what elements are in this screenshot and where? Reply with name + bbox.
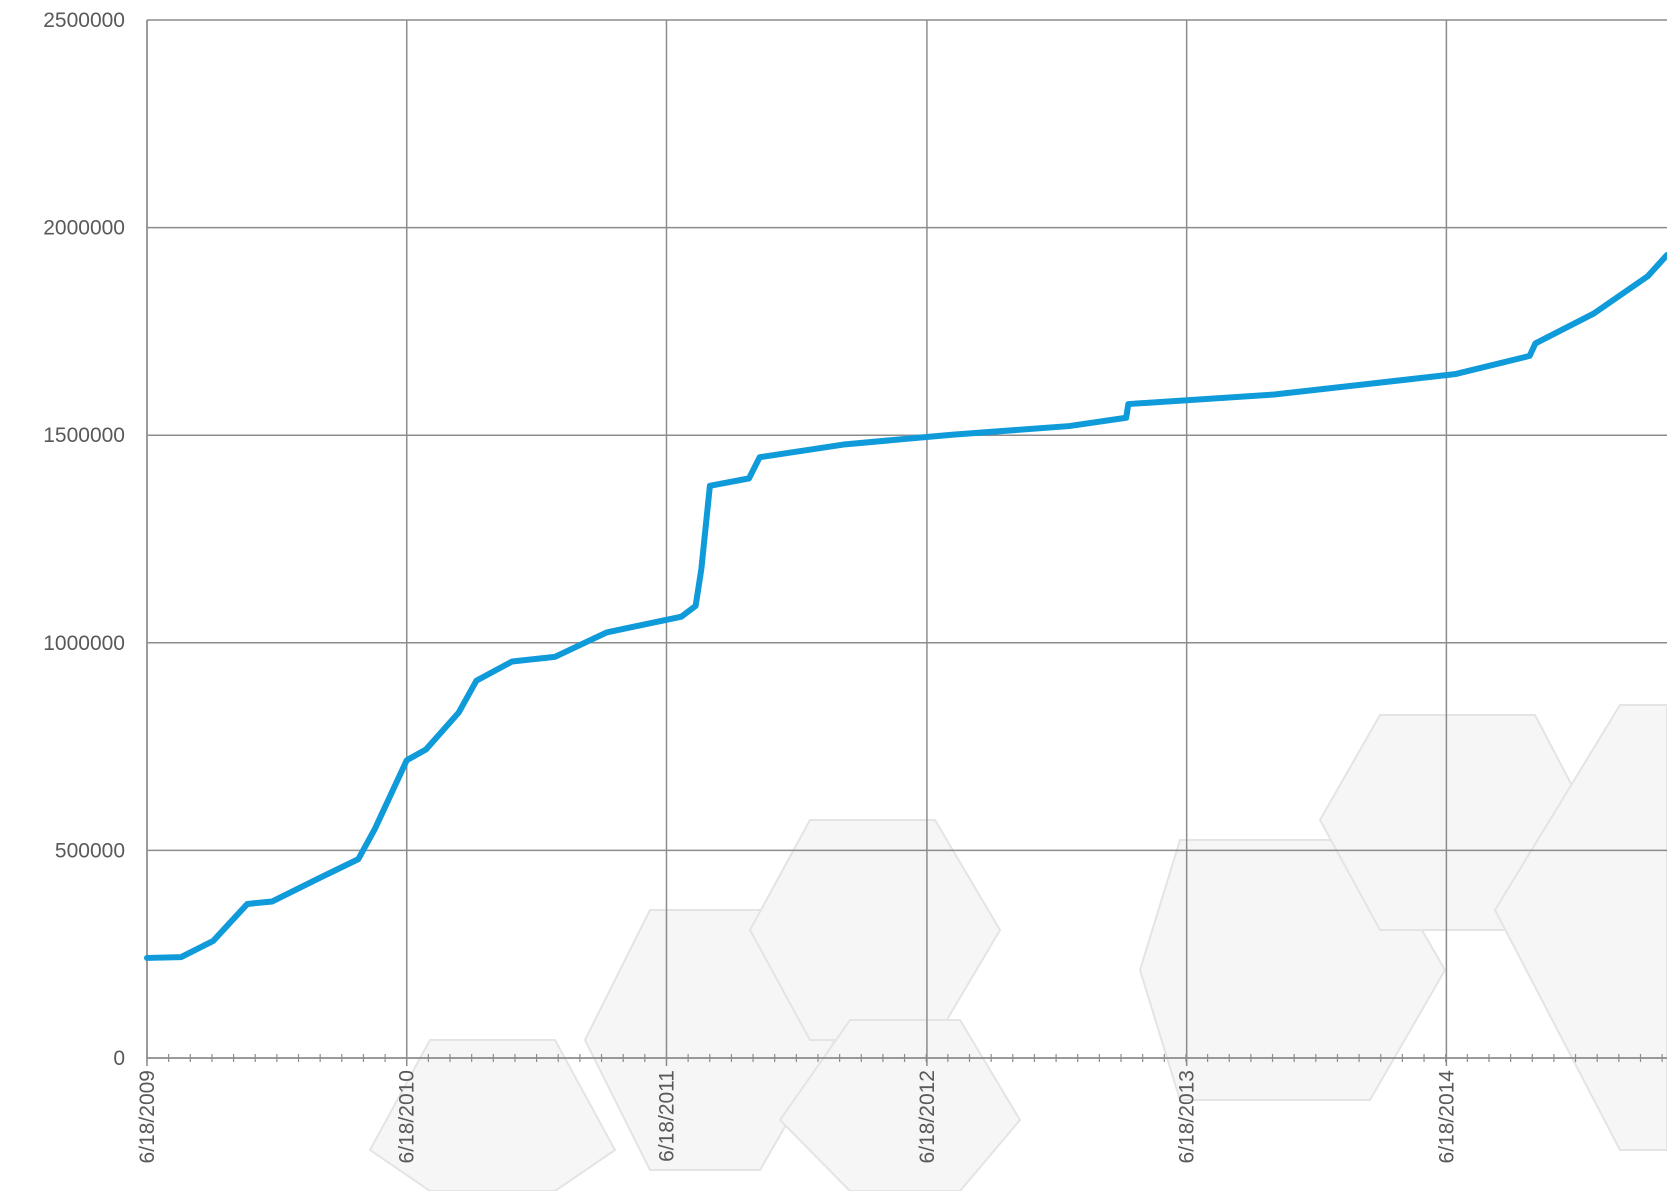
x-tick-label: 6/18/2010 <box>396 1070 419 1163</box>
x-tick-label: 6/18/2011 <box>655 1070 678 1162</box>
background-decoration <box>370 705 1667 1191</box>
x-tick-label: 6/18/2012 <box>916 1070 939 1163</box>
x-tick-label: 6/18/2009 <box>136 1070 159 1163</box>
y-tick-label: 2000000 <box>43 217 125 240</box>
page: 0 500000 1000000 1500000 2000000 2500000 6/18/… <box>0 0 1667 1191</box>
x-tick-label: 6/18/2014 <box>1435 1070 1458 1164</box>
x-tick-label: 6/18/2013 <box>1176 1070 1199 1163</box>
y-tick-label: 0 <box>113 1047 125 1070</box>
chart: 0 500000 1000000 1500000 2000000 2500000 6/18/… <box>0 0 1667 1191</box>
y-tick-label: 2500000 <box>43 9 125 32</box>
y-tick-label: 500000 <box>55 839 125 862</box>
y-tick-label: 1500000 <box>43 424 125 447</box>
y-tick-label: 1000000 <box>43 632 125 655</box>
